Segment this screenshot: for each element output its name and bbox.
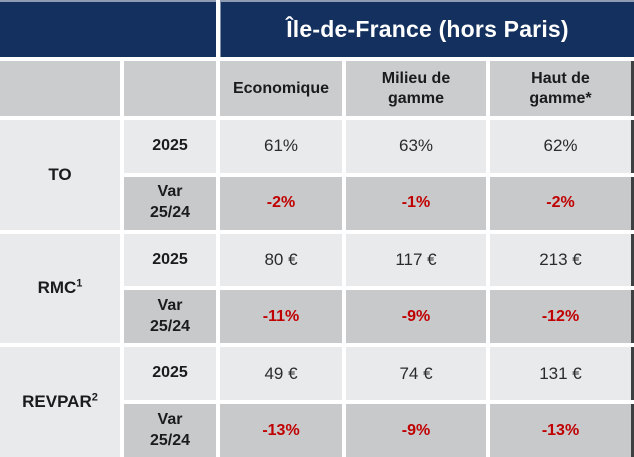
value-cell-revpar-var-economique: -13% [220,404,342,457]
value-cell-rmc-2025-milieu: 117 € [346,233,486,287]
metric-label-rmc: RMC1 [0,233,120,344]
value-cell-to-var-haut: -2% [490,176,634,230]
value-cell-revpar-var-haut: -13% [490,404,634,457]
value-cell-revpar-2025-economique: 49 € [220,347,342,401]
var-label-cell: Var 25/24 [124,404,216,457]
metric-text: TO [48,164,72,184]
blank-year-header-cell [124,61,216,116]
value-cell-revpar-var-milieu: -9% [346,404,486,457]
metric-text: REVPAR [22,392,92,412]
var-label-cell: Var 25/24 [124,176,216,230]
year-label-cell: 2025 [124,347,216,401]
value-cell-to-var-milieu: -1% [346,176,486,230]
value-cell-rmc-2025-haut: 213 € [490,233,634,287]
value-cell-to-2025-haut: 62% [490,120,634,173]
value-cell-rmc-var-economique: -11% [220,290,342,344]
value-cell-rmc-2025-economique: 80 € [220,233,342,287]
value-cell-to-2025-milieu: 63% [346,120,486,173]
value-cell-rmc-var-milieu: -9% [346,290,486,344]
value-cell-revpar-2025-haut: 131 € [490,347,634,401]
value-cell-to-2025-economique: 61% [220,120,342,173]
region-title: Île-de-France (hors Paris) [286,16,569,42]
value-cell-rmc-var-haut: -12% [490,290,634,344]
blank-metric-header-cell [0,61,120,116]
metric-sup: 1 [76,277,83,290]
value-cell-revpar-2025-milieu: 74 € [346,347,486,401]
metric-label-revpar: REVPAR2 [0,347,120,457]
metric-sup: 2 [91,391,98,404]
metric-label-to: TO [0,120,120,230]
year-label-cell: 2025 [124,120,216,173]
col-header-haut-de-gamme: Haut de gamme* [490,61,634,116]
col-header-economique: Economique [220,61,342,116]
var-label-cell: Var 25/24 [124,290,216,344]
header-corner-cell [0,0,216,57]
value-cell-to-var-economique: -2% [220,176,342,230]
col-header-milieu-de-gamme: Milieu de gamme [346,61,486,116]
region-header-cell: Île-de-France (hors Paris) [220,0,634,57]
year-label-cell: 2025 [124,233,216,287]
metric-text: RMC [37,278,77,298]
